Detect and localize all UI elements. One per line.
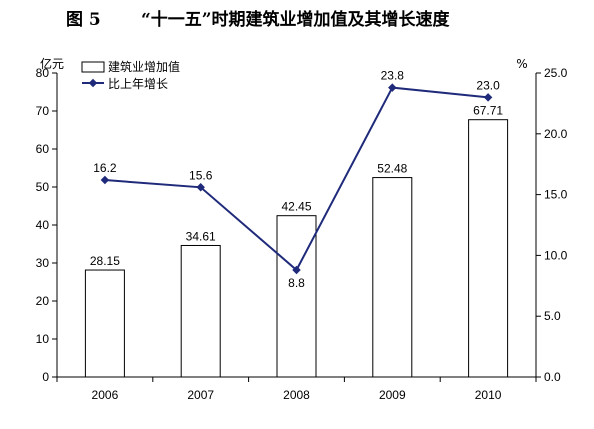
left-tick-label: 0 [42,370,49,384]
x-tick-label: 2008 [283,388,310,402]
right-tick-label: 15.0 [544,188,568,202]
figure-number: 图 5 [66,10,101,30]
line-value-label: 15.6 [189,168,213,182]
line-point-marker [388,83,397,92]
line-point-marker [483,93,493,102]
left-tick-label: 40 [36,218,50,232]
line-series-group [100,83,493,275]
bar [276,215,317,378]
line-value-label: 8.8 [288,276,305,290]
line-point-marker [196,183,205,192]
x-tick-label: 2007 [187,388,214,402]
bar [468,119,509,378]
legend-line-marker [88,78,98,88]
x-tick-label: 2009 [379,388,406,402]
bars-group [84,119,509,378]
bar [372,177,413,378]
axes-group: 0 10 20 30 40 50 60 70 80 0.0 5.0 10.0 15.0 20.0 25.0 2… [36,66,568,402]
bar [180,244,221,378]
left-tick-label: 10 [36,332,50,346]
left-tick-label: 50 [36,180,50,194]
figure-title: “十一五”时期建筑业增加值及其增长速度 [141,9,451,30]
legend-bar-label: 建筑业增加值 [108,59,180,74]
left-tick-label: 80 [36,66,50,80]
line-value-label: 23.8 [381,69,405,83]
right-tick-label: 20.0 [544,127,568,141]
left-tick-label: 30 [36,256,50,270]
left-tick-label: 70 [36,104,50,118]
bar-value-label: 28.15 [90,254,120,268]
legend: 建筑业增加值 比上年增长 [81,59,180,91]
line-point-marker [292,265,301,275]
right-tick-label: 0.0 [544,370,561,384]
legend-line-label: 比上年增长 [108,77,168,91]
line-value-label: 16.2 [93,161,117,175]
bar-value-label: 67.71 [473,104,503,118]
bar-value-label: 34.61 [186,229,216,243]
left-tick-label: 20 [36,294,50,308]
line-point-marker [100,175,110,185]
legend-bar-swatch [81,61,105,73]
left-tick-label: 60 [36,142,50,156]
x-tick-label: 2010 [475,388,502,402]
left-axis-unit: 亿元 [40,56,64,71]
right-axis-unit: % [516,57,527,71]
line-value-label: 23.0 [476,78,500,92]
x-tick-label: 2006 [92,388,119,402]
bar-value-label: 52.48 [377,162,407,176]
data-labels-group: 28.15 34.61 42.45 52.48 67.71 16.2 15.6 8.8 23.8… [90,69,504,290]
right-tick-label: 5.0 [544,309,561,323]
bar-value-label: 42.45 [281,200,311,214]
right-tick-label: 10.0 [544,248,568,262]
right-tick-label: 25.0 [544,66,568,80]
bar [84,269,125,378]
